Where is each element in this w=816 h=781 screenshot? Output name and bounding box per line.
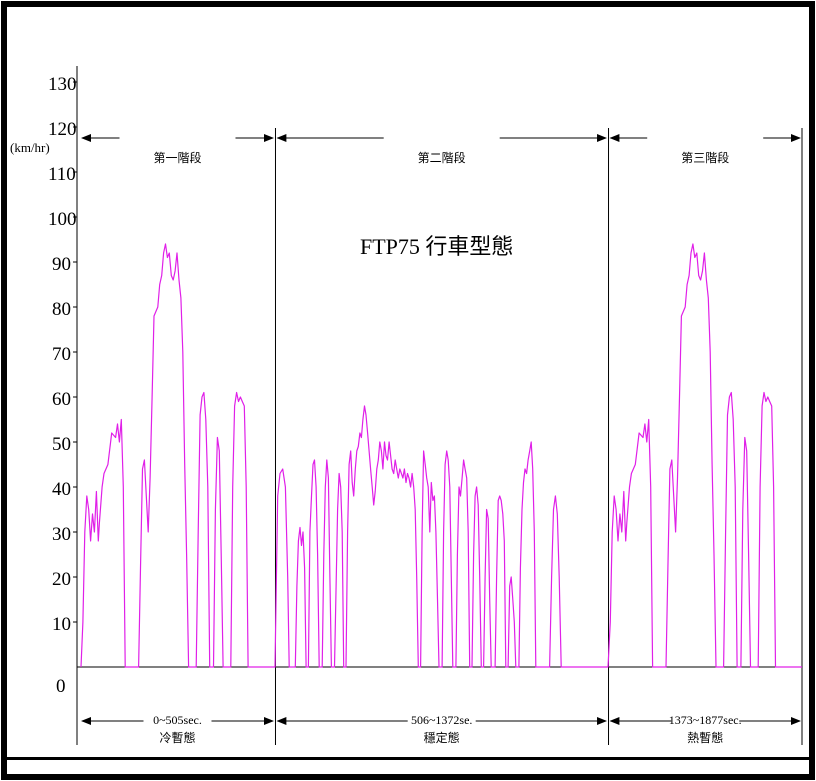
- y-tick-label: 60: [52, 389, 71, 410]
- y-tick-label: 20: [52, 569, 71, 590]
- phase-name: 第一階段: [153, 150, 201, 165]
- y-tick-label: 50: [52, 434, 71, 455]
- y-tick-label: 120: [48, 119, 77, 140]
- y-tick-label: 70: [52, 344, 71, 365]
- phase-range: 506~1372se.: [411, 713, 473, 727]
- speed-series-line: [80, 243, 802, 668]
- y-tick-label: 80: [52, 299, 71, 320]
- phase-state: 熱暫態: [687, 730, 723, 745]
- y-tick-label: 90: [52, 254, 71, 275]
- phase-state: 冷暫態: [159, 730, 195, 745]
- phase-name: 第三階段: [681, 150, 729, 165]
- phase-dividers: [274, 128, 803, 745]
- y-tick-label: 10: [52, 614, 71, 635]
- bottom-band: [7, 757, 809, 760]
- phase-range: 1373~1877sec.: [669, 713, 742, 727]
- phase-range: 0~505sec.: [153, 713, 202, 727]
- y-tick-label: 130: [48, 74, 77, 95]
- y-tick-label: 30: [52, 524, 71, 545]
- y-axis-label: (km/hr): [10, 140, 50, 155]
- y-tick-label: 100: [48, 209, 77, 230]
- y-tick-label: 110: [48, 164, 76, 185]
- chart-title: FTP75 行車型態: [360, 234, 513, 259]
- y-tick-label: 40: [52, 479, 71, 500]
- phase-state: 穩定態: [424, 730, 460, 745]
- phase-name: 第二階段: [418, 150, 466, 165]
- phase-annotations: 第一階段 0~505sec. 冷暫態 第二階段 506~1372se. 穩定態 第三階段 13…: [81, 134, 801, 745]
- y-tick-label: 0: [56, 676, 66, 697]
- series-group: [80, 243, 802, 668]
